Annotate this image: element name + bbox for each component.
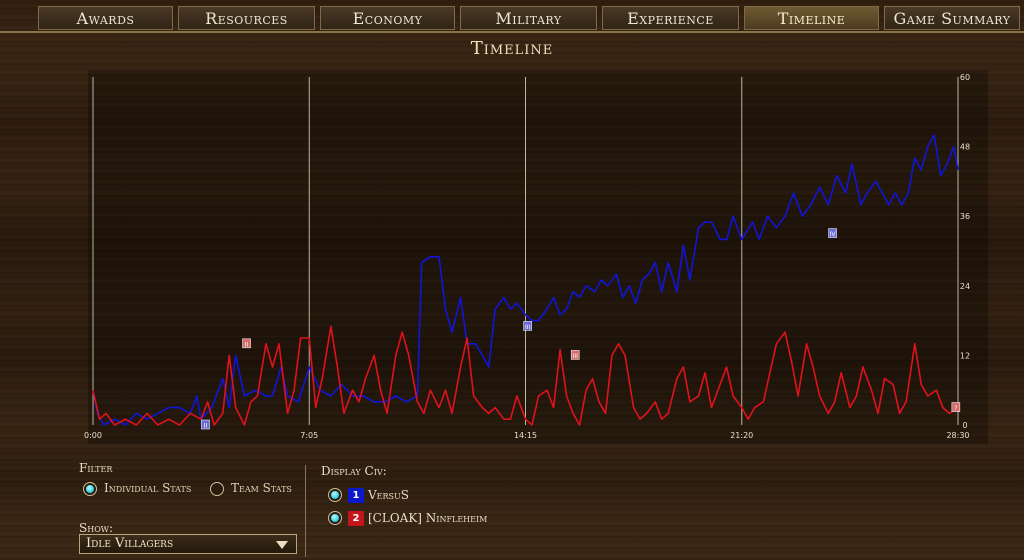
series-line-1 (92, 134, 959, 426)
individual-stats-label: Individual Stats (104, 481, 192, 495)
age-marker-label: II (204, 423, 208, 430)
team-stats-radio[interactable] (210, 482, 224, 496)
tab-economy[interactable]: Economy (320, 6, 455, 30)
y-tick-label: 12 (960, 351, 970, 360)
tab-underline (0, 31, 1024, 33)
age-marker (523, 321, 532, 331)
age-marker-label: III (573, 353, 579, 360)
age-marker-label: IV (830, 231, 837, 238)
age-marker (242, 338, 251, 349)
y-tick-label: 48 (960, 143, 970, 152)
age-marker-label: ? (954, 405, 957, 412)
player-1-toggle[interactable] (328, 488, 342, 502)
age-marker (951, 402, 961, 412)
tab-timeline[interactable]: Timeline (744, 6, 879, 30)
age-marker (201, 419, 210, 430)
x-tick-labels: 0:00 7:05 14:15 21:20 28:30 (84, 431, 970, 440)
x-tick-label: 21:20 (730, 431, 753, 440)
x-tick-label: 0:00 (84, 431, 102, 440)
player-2-toggle[interactable] (328, 511, 342, 525)
filter-label: Filter (79, 461, 113, 475)
y-tick-labels: 0 12 24 36 48 60 (960, 73, 970, 430)
show-dropdown-value: Idle Villagers (86, 536, 174, 551)
player-2-badge: 2 (348, 511, 364, 526)
player-1-name: VersuS (368, 488, 409, 502)
series-line-2 (92, 325, 959, 426)
show-dropdown[interactable]: Idle Villagers (79, 534, 297, 554)
chevron-down-icon[interactable] (276, 541, 288, 549)
y-tick-label: 60 (960, 73, 970, 82)
series-lines (92, 134, 959, 426)
x-tick-label: 14:15 (514, 431, 537, 440)
age-marker-label: III (525, 324, 531, 331)
age-marker (828, 228, 837, 238)
individual-stats-radio[interactable] (83, 482, 97, 496)
y-tick-label: 0 (962, 421, 967, 430)
page-title: Timeline (470, 38, 554, 59)
tab-experience[interactable]: Experience (602, 6, 739, 30)
display-civ-label: Display Civ: (321, 464, 387, 478)
tab-military[interactable]: Military (460, 6, 597, 30)
y-tick-label: 36 (960, 212, 970, 221)
tab-game-summary[interactable]: Game Summary (884, 6, 1020, 30)
chart-panel (88, 70, 988, 444)
y-tick-label: 24 (960, 282, 970, 291)
tab-resources[interactable]: Resources (178, 6, 315, 30)
x-tick-label: 7:05 (300, 431, 318, 440)
tab-bar: Awards Resources Economy Military Experi… (0, 6, 1024, 32)
player-2-name: [CLOAK] Ninfleheim (368, 511, 488, 525)
x-tick-label: 28:30 (946, 431, 969, 440)
age-marker (570, 350, 580, 360)
panel-divider (305, 465, 306, 557)
player-1-badge: 1 (348, 488, 364, 503)
team-stats-label: Team Stats (231, 481, 292, 495)
age-marker-label: II (245, 341, 249, 348)
gridlines (92, 77, 959, 425)
tab-awards[interactable]: Awards (38, 6, 173, 30)
show-label: Show: (79, 521, 114, 535)
